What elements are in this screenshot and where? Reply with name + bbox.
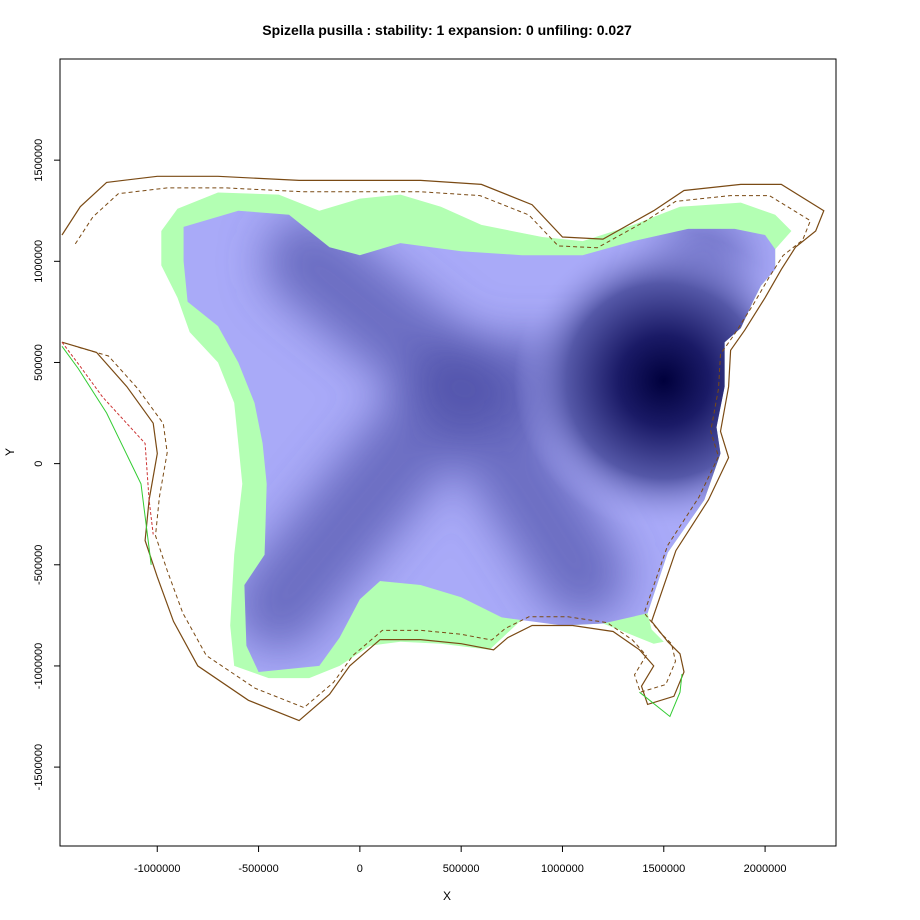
x-tick-label: -1000000 [134,863,181,875]
x-tick-label: -500000 [238,863,278,875]
y-tick-label: 1000000 [33,240,45,283]
y-tick-label: -1000000 [33,643,45,690]
x-tick-label: 1500000 [642,863,685,875]
y-tick-label: 500000 [33,344,45,381]
x-axis-title: X [443,889,451,903]
density-ridge [233,337,507,651]
combined-range-outline [61,175,825,722]
y-tick-label: 0 [33,461,45,467]
x-tick-label: 1000000 [541,863,584,875]
plot-frame [59,58,837,847]
x-axis: -1000000 -500000 0 500000 1000000 1500000 2000… [134,846,787,875]
plot-area [61,175,825,722]
y-tick-label: -1500000 [33,744,45,791]
y-tick-label: -500000 [33,545,45,585]
series-line [639,673,683,718]
x-tick-label: 0 [357,863,363,875]
series-line [61,346,152,565]
x-tick-label: 2000000 [744,863,787,875]
y-axis-title: Y [3,448,17,456]
density-peak [513,230,776,531]
chart-title: Spizella pusilla : stability: 1 expansio… [262,22,632,38]
series-line [61,341,154,535]
density-ridge [416,337,628,620]
y-tick-label: 1500000 [33,139,45,182]
x-tick-label: 500000 [443,863,480,875]
y-axis: -1500000 -1000000 -500000 0 500000 1000000 150… [33,139,60,791]
combined-range-outline-dashed [74,187,812,709]
series-lines [61,341,683,718]
